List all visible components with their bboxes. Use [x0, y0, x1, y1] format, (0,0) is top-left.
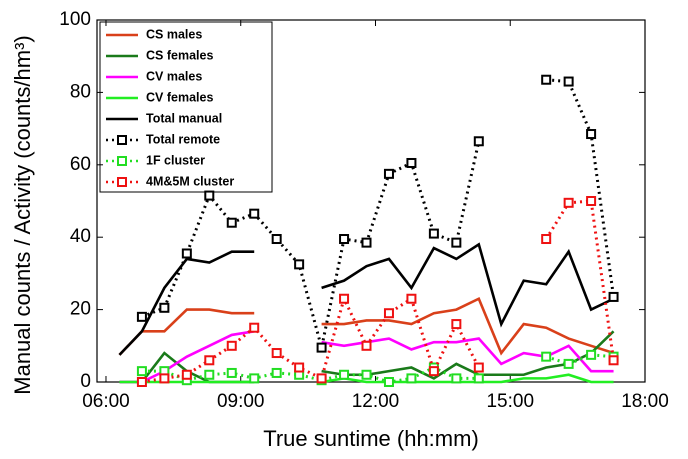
point [226, 340, 237, 351]
point [541, 234, 552, 245]
point [451, 237, 462, 248]
legend-marker [117, 177, 127, 187]
point [271, 234, 282, 245]
point [541, 74, 552, 85]
point [451, 373, 462, 384]
point [608, 355, 619, 366]
x-tick-label: 18:00 [621, 391, 669, 412]
point [294, 362, 305, 373]
point [586, 349, 597, 360]
x-axis-label: True suntime (hh:mm) [263, 426, 479, 451]
point [361, 369, 372, 380]
y-tick-label: 80 [70, 81, 91, 102]
point [383, 168, 394, 179]
point [473, 373, 484, 384]
series-line [141, 78, 616, 349]
y-tick-label: 0 [80, 371, 91, 392]
legend-label: 4M&5M cluster [146, 174, 234, 188]
point [406, 373, 417, 384]
point [159, 302, 170, 313]
point [428, 228, 439, 239]
x-tick-label: 15:00 [486, 391, 534, 412]
point [136, 366, 147, 377]
point [204, 355, 215, 366]
point [473, 136, 484, 147]
point [339, 293, 350, 304]
point [271, 367, 282, 378]
point [294, 259, 305, 270]
point [586, 196, 597, 206]
point [181, 248, 192, 259]
point [563, 197, 574, 208]
point [406, 293, 417, 304]
legend-label: CV males [146, 69, 202, 83]
point [136, 311, 147, 322]
point [249, 208, 260, 219]
point [586, 129, 597, 140]
y-tick-label: 40 [70, 226, 91, 247]
point [204, 190, 215, 201]
legend-marker [117, 156, 127, 166]
point [226, 367, 237, 378]
point [339, 234, 350, 245]
point [361, 340, 372, 351]
point [563, 76, 574, 87]
legend-label: Total manual [146, 111, 222, 125]
point [406, 157, 417, 168]
legend-marker [117, 135, 127, 145]
point [383, 377, 394, 387]
point [339, 369, 350, 380]
point [608, 291, 619, 302]
point [271, 348, 282, 359]
legend-label: CS males [146, 27, 202, 41]
series-line [118, 242, 615, 356]
point [316, 342, 327, 353]
point [563, 358, 574, 369]
y-tick-label: 20 [70, 299, 91, 320]
point [136, 377, 147, 387]
series-line [141, 353, 614, 384]
point [249, 322, 260, 333]
legend-label: CS females [146, 48, 213, 62]
point [428, 366, 439, 377]
legend-label: 1F cluster [146, 153, 205, 167]
point [226, 217, 237, 228]
y-tick-label: 60 [70, 154, 91, 175]
legend-label: CV females [146, 90, 213, 104]
x-tick-label: 06:00 [82, 391, 130, 412]
point [181, 369, 192, 380]
point [159, 373, 170, 384]
legend-label: Total remote [146, 132, 220, 146]
point [204, 369, 215, 380]
y-axis-label: Manual counts / Activity (counts/hm³) [10, 35, 35, 394]
point [316, 373, 327, 384]
point [361, 237, 372, 248]
point [451, 319, 462, 330]
y-tick-label: 100 [59, 9, 91, 30]
point [383, 308, 394, 319]
x-tick-label: 09:00 [217, 391, 265, 412]
legend-box [99, 21, 273, 193]
point [249, 373, 260, 384]
x-tick-label: 12:00 [352, 391, 400, 412]
point [473, 362, 484, 373]
series-line [141, 199, 616, 384]
point [541, 351, 552, 362]
